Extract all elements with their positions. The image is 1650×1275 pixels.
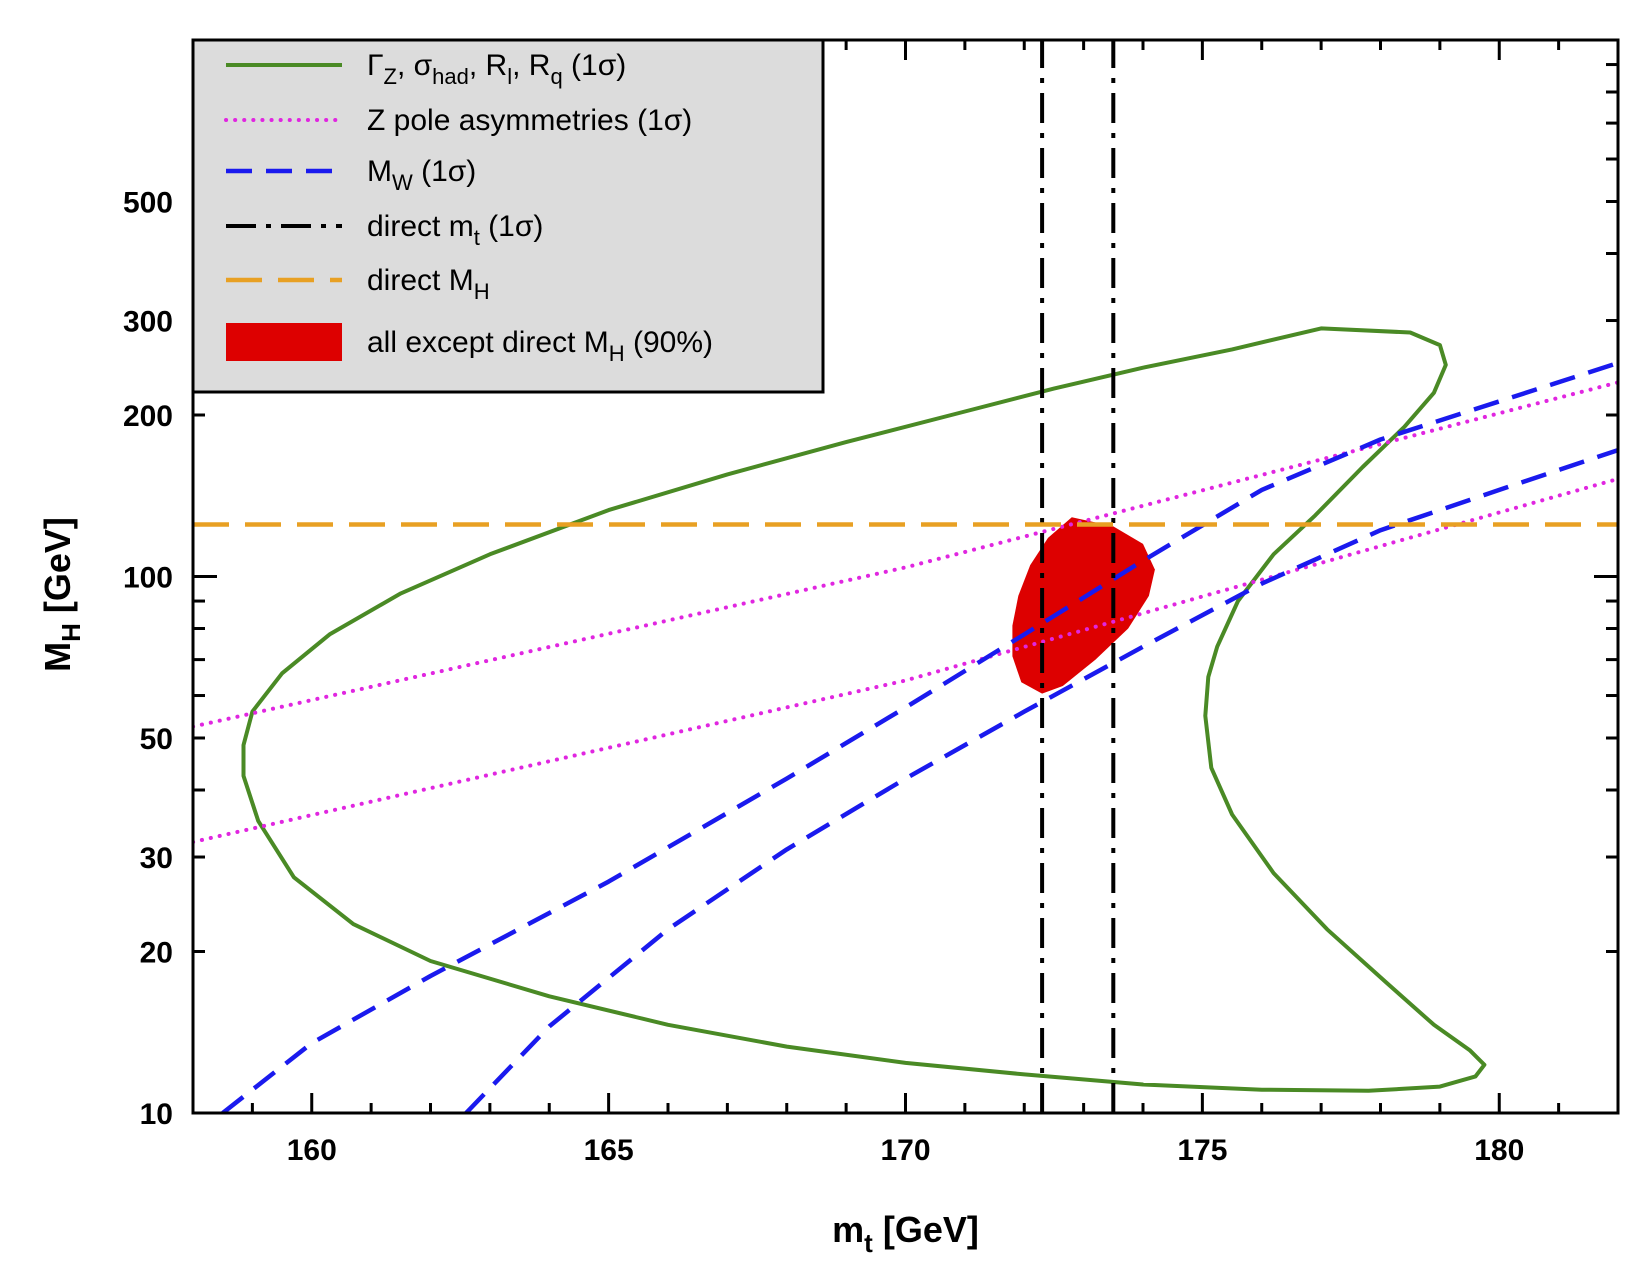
legend-label-zpole: Z pole asymmetries (1σ) — [367, 104, 692, 137]
axis-labels: mt [GeV] MH [GeV] — [37, 517, 979, 1258]
x-axis-title: mt [GeV] — [832, 1209, 979, 1258]
y-tick-label: 50 — [140, 723, 173, 756]
legend-label-gz: ΓZ, σhad, Rl, Rq (1σ) — [367, 49, 626, 89]
y-tick-label: 200 — [123, 400, 173, 433]
legend-label-mh: direct MH — [367, 264, 490, 304]
y-tick-label: 300 — [123, 306, 173, 339]
region-all — [1012, 517, 1155, 694]
x-tick-label: 165 — [584, 1134, 634, 1167]
x-tick-label: 160 — [287, 1134, 337, 1167]
plot-frame — [191, 38, 1620, 1115]
y-tick-label: 500 — [123, 187, 173, 220]
series-zpole_upper — [193, 380, 1618, 729]
legend-label-all: all except direct MH (90%) — [367, 326, 713, 366]
y-tick-label: 20 — [140, 936, 173, 969]
y-axis-title: MH [GeV] — [37, 517, 86, 672]
axis-ticks: 160 165 170 175 180 10 20 30 50 100 200 300 500 — [123, 40, 1620, 1167]
series-gz — [241, 326, 1487, 1093]
y-tick-label: 100 — [123, 562, 173, 595]
y-tick-label: 10 — [140, 1098, 173, 1131]
x-tick-label: 175 — [1177, 1134, 1227, 1167]
x-tick-label: 180 — [1474, 1134, 1524, 1167]
y-tick-label: 30 — [140, 842, 173, 875]
series-mw_upper — [221, 360, 1618, 1113]
x-tick-label: 170 — [880, 1134, 930, 1167]
legend: ΓZ, σhad, Rl, Rq (1σ) Z pole asymmetries … — [191, 38, 825, 394]
legend-swatch-all — [226, 323, 342, 361]
series-mw_lower — [464, 447, 1618, 1113]
legend-label-mt: direct mt (1σ) — [367, 210, 543, 250]
plot-area — [193, 40, 1618, 1113]
legend-label-mw: MW (1σ) — [367, 155, 476, 195]
